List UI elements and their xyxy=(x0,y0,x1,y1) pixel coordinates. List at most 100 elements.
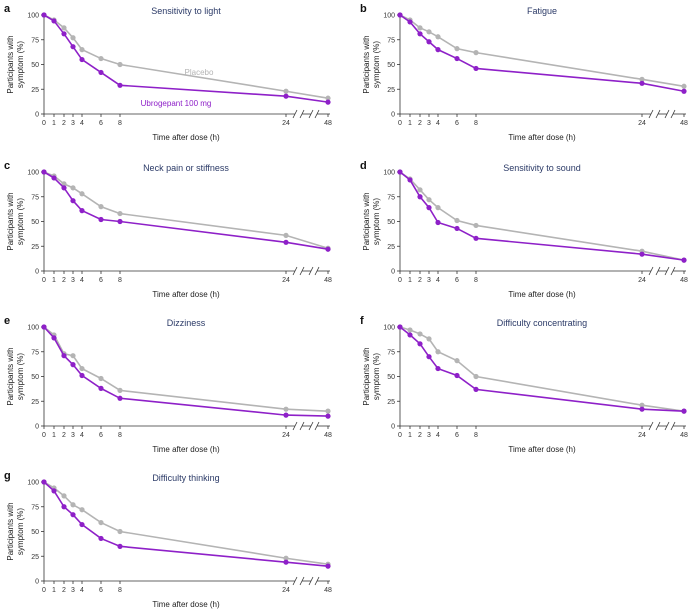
data-point-placebo xyxy=(454,46,460,52)
y-tick-label: 75 xyxy=(31,37,39,44)
data-point-placebo xyxy=(435,349,441,355)
data-point-ubrogepant xyxy=(283,412,289,418)
data-point-placebo xyxy=(454,217,460,224)
data-point-placebo xyxy=(283,406,289,412)
y-tick-label: 75 xyxy=(31,349,39,356)
data-point-placebo xyxy=(98,375,104,382)
x-tick-label: 48 xyxy=(680,120,688,127)
data-point-ubrogepant xyxy=(426,354,432,360)
x-tick-label: 6 xyxy=(455,432,459,439)
x-tick-label: 4 xyxy=(436,432,440,439)
x-tick-label: 2 xyxy=(62,587,66,594)
data-point-ubrogepant xyxy=(325,246,331,252)
data-point-placebo xyxy=(325,408,331,414)
data-point-ubrogepant xyxy=(397,324,403,330)
x-tick-label: 1 xyxy=(408,120,412,127)
data-point-placebo xyxy=(61,181,67,187)
data-point-ubrogepant xyxy=(117,218,123,225)
data-point-placebo xyxy=(435,205,441,211)
data-point-placebo xyxy=(79,47,85,53)
data-point-ubrogepant xyxy=(51,175,57,181)
x-tick-label: 4 xyxy=(80,587,84,594)
data-point-ubrogepant xyxy=(70,44,76,50)
panel-letter: f xyxy=(360,315,364,327)
data-point-ubrogepant xyxy=(70,512,76,518)
x-tick-label: 2 xyxy=(62,432,66,439)
chart-title: Difficulty thinking xyxy=(152,473,219,483)
axis-break-mark xyxy=(299,576,305,586)
chart-title: Neck pain or stiffness xyxy=(143,163,229,173)
data-point-ubrogepant xyxy=(117,543,123,549)
data-point-ubrogepant xyxy=(435,365,441,372)
data-point-ubrogepant xyxy=(325,99,331,105)
data-point-ubrogepant xyxy=(51,335,57,341)
axis-break-mark xyxy=(664,421,670,431)
y-tick-label: 75 xyxy=(387,349,395,356)
x-tick-label: 0 xyxy=(398,432,402,439)
x-tick-label: 8 xyxy=(474,277,478,284)
y-axis-label-line: symptom (%) xyxy=(16,508,25,555)
data-point-ubrogepant xyxy=(283,239,289,245)
axis-break-mark xyxy=(670,109,676,119)
x-tick-label: 48 xyxy=(324,432,332,439)
data-point-ubrogepant xyxy=(79,56,85,63)
y-tick-label: 75 xyxy=(387,194,395,201)
y-tick-label: 0 xyxy=(35,112,39,119)
data-point-ubrogepant xyxy=(51,18,57,24)
y-tick-label: 25 xyxy=(387,244,395,251)
data-point-placebo xyxy=(117,528,123,535)
axis-break-mark xyxy=(292,109,298,119)
axis-break-mark xyxy=(308,266,314,276)
x-tick-label: 1 xyxy=(408,432,412,439)
y-tick-label: 0 xyxy=(35,424,39,431)
x-tick-label: 24 xyxy=(282,277,290,284)
data-point-placebo xyxy=(117,387,123,393)
data-point-ubrogepant xyxy=(473,235,479,241)
panel-letter: g xyxy=(4,470,11,482)
y-axis-label-line: Participants with xyxy=(362,347,371,405)
y-tick-label: 50 xyxy=(387,62,395,69)
data-point-ubrogepant xyxy=(435,219,441,226)
axis-break-mark xyxy=(655,266,661,276)
data-point-placebo xyxy=(283,555,289,561)
x-tick-label: 8 xyxy=(118,432,122,439)
x-tick-label: 48 xyxy=(680,432,688,439)
axis-break-mark xyxy=(314,421,320,431)
panel-letter: c xyxy=(4,160,10,172)
y-tick-label: 25 xyxy=(31,87,39,94)
x-tick-label: 24 xyxy=(282,432,290,439)
data-point-placebo xyxy=(79,507,85,513)
axis-break-mark xyxy=(314,576,320,586)
axis-break-mark xyxy=(308,109,314,119)
y-axis-label-line: Participants with xyxy=(6,35,15,93)
x-axis-label: Time after dose (h) xyxy=(152,290,220,299)
y-axis-label-line: symptom (%) xyxy=(372,198,381,245)
series-line-placebo xyxy=(399,171,685,261)
x-tick-label: 8 xyxy=(118,120,122,127)
series-line-placebo xyxy=(399,326,685,412)
x-tick-label: 0 xyxy=(398,277,402,284)
chart-title: Difficulty concentrating xyxy=(497,318,587,328)
data-point-ubrogepant xyxy=(79,372,85,379)
x-tick-label: 2 xyxy=(62,277,66,284)
data-point-ubrogepant xyxy=(41,12,47,18)
axis-break-mark xyxy=(648,266,654,276)
x-tick-label: 2 xyxy=(418,432,422,439)
x-tick-label: 1 xyxy=(52,120,56,127)
data-point-placebo xyxy=(325,95,331,101)
y-axis-label: Participants withsymptom (%) xyxy=(6,347,25,405)
data-point-placebo xyxy=(435,34,441,40)
y-tick-label: 75 xyxy=(387,37,395,44)
data-point-placebo xyxy=(473,373,479,380)
axis-break-mark xyxy=(299,266,305,276)
x-tick-label: 48 xyxy=(680,277,688,284)
data-point-ubrogepant xyxy=(61,185,67,191)
data-point-placebo xyxy=(79,365,85,372)
panel-letter: e xyxy=(4,315,10,327)
data-point-placebo xyxy=(426,29,432,35)
data-point-ubrogepant xyxy=(681,88,687,94)
x-tick-label: 24 xyxy=(638,432,646,439)
x-tick-label: 0 xyxy=(42,277,46,284)
